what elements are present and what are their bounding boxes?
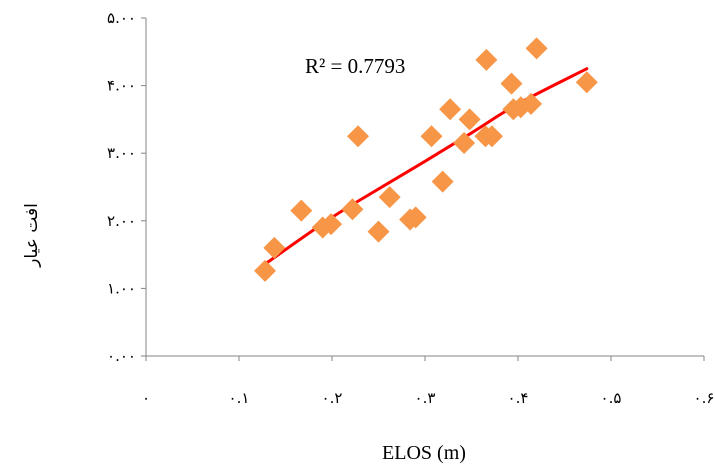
trendline xyxy=(263,67,589,266)
trendline-layer xyxy=(263,67,589,266)
data-point xyxy=(320,213,343,236)
data-point xyxy=(378,186,401,209)
data-point xyxy=(500,72,523,95)
axes: ۰.۰۰ ۱.۰۰ ۲.۰۰ ۳.۰۰ ۴.۰۰ ۵.۰۰ ۰ ۰.۱ ۰.۲ ۰.۳ ۰.۴ ۰.۵… xyxy=(107,9,714,407)
r-squared-annotation: R² = 0.7793 xyxy=(305,54,405,78)
data-point xyxy=(420,125,443,148)
y-axis-title: افت عیار xyxy=(22,203,42,268)
x-tick-label: ۰.۵ xyxy=(601,389,622,407)
y-tick-label: ۳.۰۰ xyxy=(107,144,136,162)
x-tick-label: ۰.۱ xyxy=(229,389,250,407)
x-tick-label: ۰.۴ xyxy=(508,389,529,407)
data-point xyxy=(453,132,476,155)
data-point xyxy=(475,48,498,71)
y-tick-label: ۱.۰۰ xyxy=(107,279,136,297)
data-point xyxy=(520,92,543,115)
data-point xyxy=(404,206,427,229)
data-point xyxy=(439,98,462,121)
x-tick-label: ۰.۲ xyxy=(322,389,343,407)
chart-text: R² = 0.7793 ELOS (m) افت عیار xyxy=(22,54,466,464)
data-point xyxy=(254,259,277,282)
data-point xyxy=(341,198,364,221)
y-tick-label: ۴.۰۰ xyxy=(107,77,136,95)
data-point xyxy=(263,236,286,259)
data-point xyxy=(431,170,454,193)
data-point xyxy=(347,125,370,148)
y-tick-label: ۵.۰۰ xyxy=(107,9,136,27)
x-axis-title: ELOS (m) xyxy=(382,442,466,464)
y-tick-label: ۰.۰۰ xyxy=(107,347,136,365)
data-point xyxy=(575,71,598,94)
data-point xyxy=(525,37,548,60)
y-tick-label: ۲.۰۰ xyxy=(107,212,136,230)
data-point xyxy=(480,125,503,148)
data-point xyxy=(367,220,390,243)
data-points xyxy=(254,37,598,282)
data-point xyxy=(458,108,481,131)
x-tick-label: ۰.۶ xyxy=(694,389,715,407)
x-tick-label: ۰.۳ xyxy=(415,389,436,407)
x-tick-label: ۰ xyxy=(142,389,150,407)
data-point xyxy=(290,199,313,222)
